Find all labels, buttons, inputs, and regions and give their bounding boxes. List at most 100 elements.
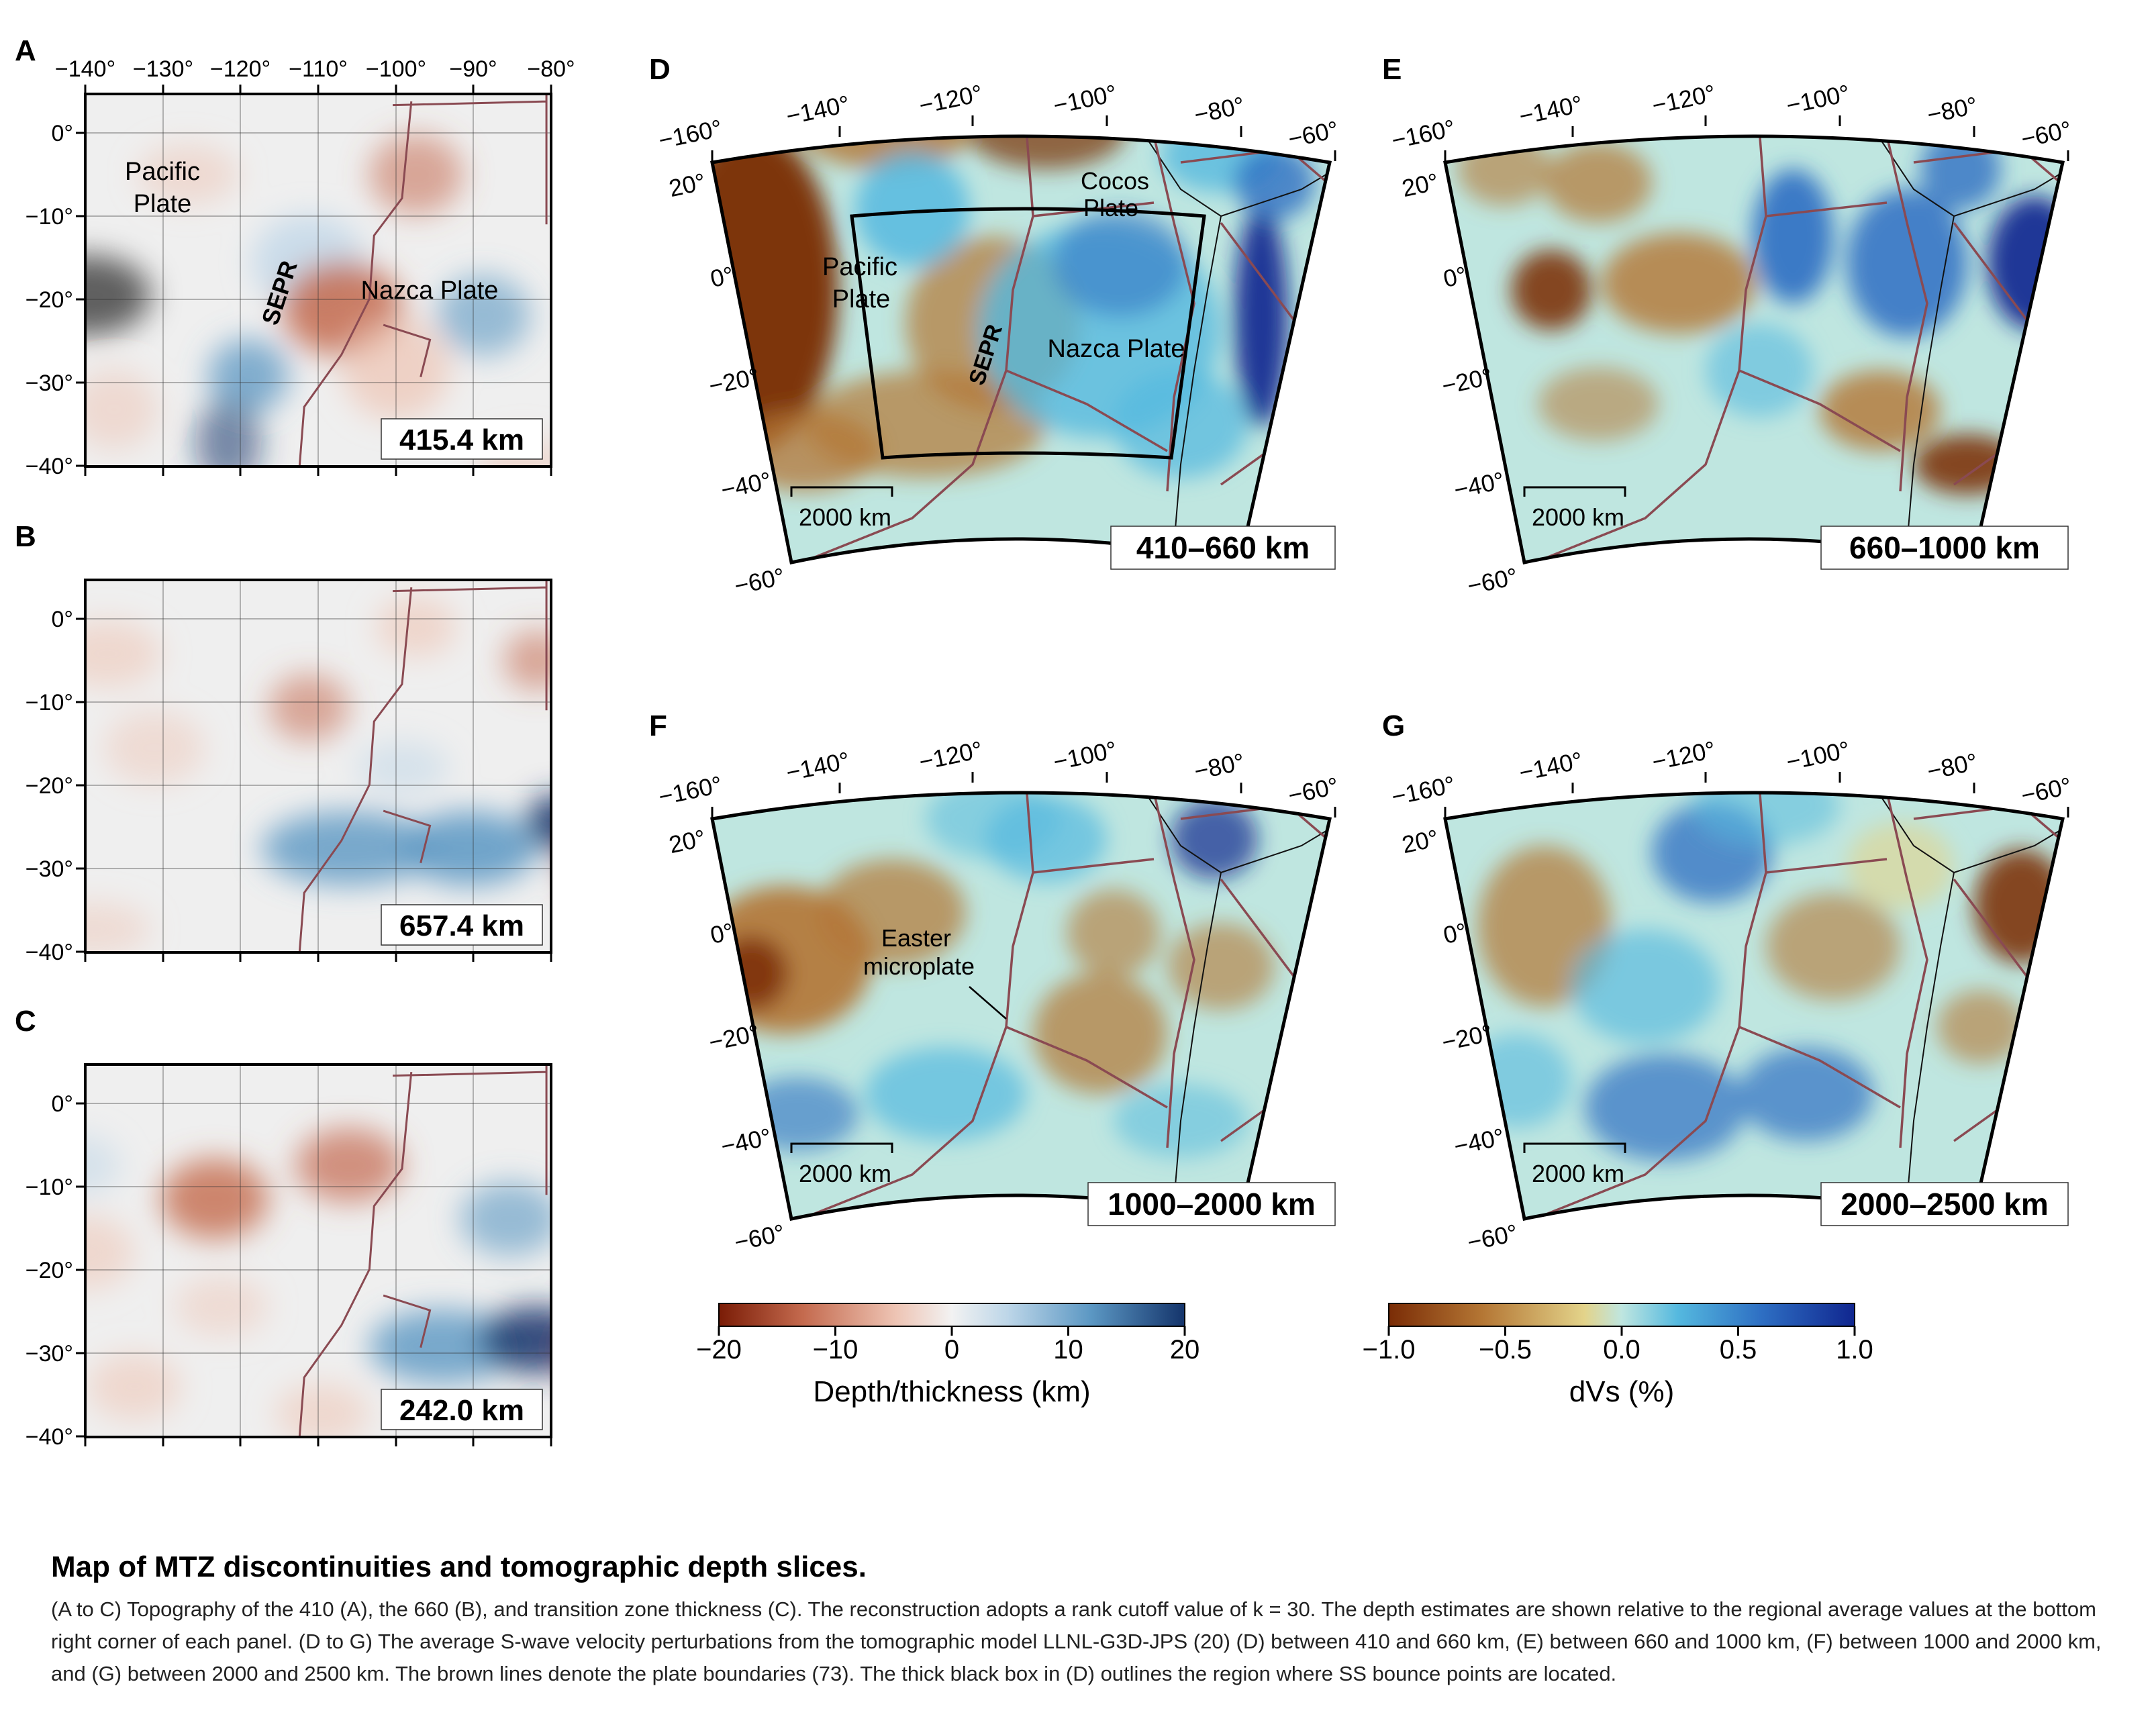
velocity-blob (1847, 189, 1967, 337)
annotation-label: Nazca Plate (1048, 335, 1185, 363)
plate-boundary (298, 94, 548, 466)
lon-tick-label: −100° (1050, 736, 1119, 776)
scale-bar (1523, 1142, 1626, 1153)
x-tick-label: −90° (449, 56, 497, 82)
annotation-label: Easter (881, 924, 951, 952)
depth-box (381, 904, 543, 946)
colorbar-ramp (718, 1303, 1185, 1327)
lon-tick-label: −60° (1285, 115, 1340, 153)
lon-tick-label: −160° (656, 771, 724, 811)
y-tick-label: 0° (51, 1091, 73, 1117)
y-tick-label: −20° (26, 287, 73, 313)
lon-tick-label: −120° (916, 79, 985, 119)
lon-tick-label: −100° (1783, 736, 1852, 776)
anomaly-blob (527, 795, 551, 848)
caption-title: Map of MTZ discontinuities and tomograph… (51, 1550, 867, 1583)
y-tick-label: −30° (26, 1341, 73, 1367)
figure-caption: Map of MTZ discontinuities and tomograph… (51, 1550, 2105, 1690)
lat-tick-label: −40° (718, 1123, 773, 1160)
velocity-blob (1937, 990, 2024, 1064)
velocity-blob (1053, 209, 1187, 317)
velocity-blob (818, 859, 966, 967)
lat-tick-label: −20° (1439, 362, 1494, 400)
velocity-blob (1739, 1047, 1873, 1141)
lon-tick-label: −140° (1516, 746, 1585, 787)
anomaly-field (85, 1128, 614, 1437)
anomaly-blob (403, 811, 537, 885)
anomaly-blob (275, 1383, 369, 1437)
lat-tick-label: −60° (732, 1219, 787, 1256)
lon-tick-label: −160° (656, 114, 724, 154)
depth-box (1820, 1182, 2069, 1226)
anomaly-blob (369, 134, 463, 215)
panel-D: D −160° −140° −120° −100° −80° −60° 20° 0° −20° −4… (649, 53, 1341, 600)
y-tick-label: −40° (26, 454, 73, 479)
lat-tick-label: −40° (1451, 1123, 1506, 1160)
colorbar-tick-label: 10 (1053, 1335, 1083, 1365)
anomaly-blob (104, 711, 205, 785)
lon-tick-label: −80° (1191, 91, 1246, 129)
x-tick-label: −100° (366, 56, 426, 82)
velocity-blob (1988, 196, 2063, 330)
velocity-blob (1571, 930, 1719, 1044)
scale-bar-label: 2000 km (799, 503, 891, 531)
y-tick-label: −20° (26, 773, 73, 799)
anomaly-blob (195, 399, 262, 466)
colorbar-tick-label: 0.0 (1603, 1335, 1640, 1365)
y-tick-label: −30° (26, 370, 73, 396)
lon-tick-label: −120° (1649, 736, 1718, 776)
depth-range: 660–1000 km (1849, 530, 2040, 565)
lat-tick-label: 20° (1400, 824, 1441, 858)
map-area (712, 793, 1330, 1219)
x-tick-label: −110° (289, 56, 348, 82)
depth-range: 410–660 km (1136, 530, 1310, 565)
y-tick-label: −10° (26, 204, 73, 230)
plate-boundary (298, 1064, 548, 1437)
colorbar-dvs: −1.0 −0.5 0.0 0.5 1.0 dVs (%) (1363, 1303, 1873, 1408)
velocity-blob (1457, 136, 1551, 206)
lon-tick-label: −80° (1924, 91, 1979, 129)
velocity-blob (855, 152, 969, 266)
annotation-label: Plate (832, 285, 891, 313)
anomaly-blob (85, 1135, 121, 1195)
x-tick-label: −80° (527, 56, 575, 82)
annotation-label: Plate (1083, 194, 1138, 221)
colorbar-tick-label: −10 (813, 1335, 859, 1365)
plate-boundary (1544, 793, 2063, 1216)
anomaly-blob (85, 369, 158, 450)
map-area (85, 580, 551, 952)
colorbar-tick-label: −1.0 (1363, 1335, 1416, 1365)
lat-tick-label: 20° (667, 824, 708, 858)
scale-bar (790, 1142, 893, 1153)
lon-tick-label: −160° (1389, 114, 1457, 154)
depth-box (381, 418, 543, 460)
velocity-blob (1706, 324, 1813, 417)
velocity-blob (1171, 799, 1258, 879)
velocity-blob (966, 136, 1127, 169)
panel-label: F (649, 709, 667, 742)
annotation-label: Nazca Plate (361, 277, 499, 305)
y-tick-label: −10° (26, 690, 73, 715)
velocity-blob (714, 936, 788, 1010)
figure: A0°−10°−20°−30°−40°−140° −130° −120° −110° −… (15, 34, 2074, 1450)
anomaly-blob (567, 1320, 614, 1387)
panel-label: A (15, 34, 36, 67)
panel-frame (1443, 134, 2065, 564)
velocity-blob (1974, 849, 2063, 963)
anomaly-blob (175, 1276, 268, 1336)
velocity-blob (926, 793, 1060, 859)
colorbar-tick-label: 1.0 (1836, 1335, 1873, 1365)
anomaly-blob (85, 255, 151, 336)
lat-tick-label: 0° (707, 261, 736, 293)
velocity-blob (1234, 146, 1315, 219)
annotation-label: Plate (134, 190, 192, 218)
velocity-blob (1234, 206, 1288, 428)
depth-box (1087, 1182, 1336, 1226)
anomaly-blob (262, 811, 436, 885)
velocity-blob (1511, 250, 1591, 330)
lat-tick-label: −20° (706, 362, 761, 400)
anomaly-blob (85, 902, 151, 952)
y-tick-label: 0° (51, 607, 73, 632)
panel-frame (710, 134, 1332, 564)
lat-tick-label: 0° (1440, 918, 1469, 949)
